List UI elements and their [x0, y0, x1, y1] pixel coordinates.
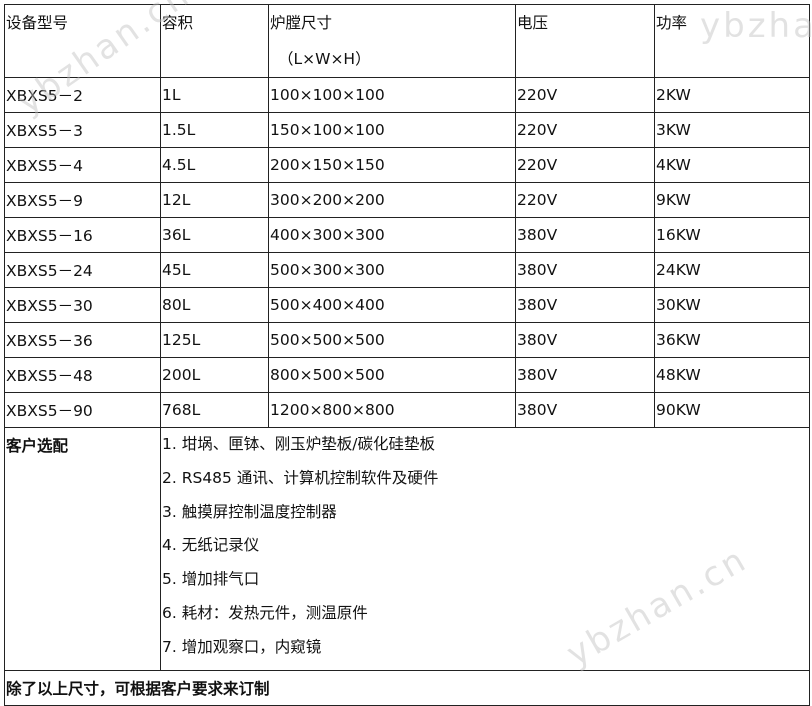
- table-row: XBXS5－4 4.5L 200×150×150 220V 4KW: [4, 147, 810, 183]
- cell-volume: 125L: [160, 322, 269, 358]
- cell-voltage: 380V: [515, 287, 655, 323]
- cell-voltage: 220V: [515, 112, 655, 148]
- options-label: 客户选配: [4, 427, 161, 671]
- options-list: 1. 坩埚、匣钵、刚玉炉垫板/碳化硅垫板 2. RS485 通讯、计算机控制软件及…: [160, 427, 810, 671]
- option-item: 7. 增加观察口，内窥镜: [162, 637, 322, 656]
- cell-model: XBXS5－9: [4, 182, 161, 218]
- table-row: XBXS5－16 36L 400×300×300 380V 16KW: [4, 217, 810, 253]
- cell-volume: 45L: [160, 252, 269, 288]
- cell-power: 90KW: [654, 392, 810, 428]
- cell-voltage: 220V: [515, 147, 655, 183]
- cell-volume: 200L: [160, 357, 269, 393]
- cell-model: XBXS5－2: [4, 77, 161, 113]
- cell-volume: 1.5L: [160, 112, 269, 148]
- cell-power: 16KW: [654, 217, 810, 253]
- cell-volume: 80L: [160, 287, 269, 323]
- cell-voltage: 380V: [515, 392, 655, 428]
- footer-row: 除了以上尺寸，可根据客户要求来订制: [4, 670, 810, 706]
- header-chamber-unit: （L×W×H）: [278, 50, 371, 68]
- cell-model: XBXS5－3: [4, 112, 161, 148]
- cell-voltage: 220V: [515, 77, 655, 113]
- table-row: XBXS5－24 45L 500×300×300 380V 24KW: [4, 252, 810, 288]
- option-item: 1. 坩埚、匣钵、刚玉炉垫板/碳化硅垫板: [162, 435, 435, 453]
- table-row: XBXS5－48 200L 800×500×500 380V 48KW: [4, 357, 810, 393]
- cell-power: 4KW: [654, 147, 810, 183]
- cell-power: 24KW: [654, 252, 810, 288]
- header-model: 设备型号: [4, 4, 161, 78]
- cell-power: 30KW: [654, 287, 810, 323]
- cell-voltage: 380V: [515, 252, 655, 288]
- cell-size: 150×100×100: [268, 112, 516, 148]
- table-row: XBXS5－30 80L 500×400×400 380V 30KW: [4, 287, 810, 323]
- cell-volume: 768L: [160, 392, 269, 428]
- cell-model: XBXS5－90: [4, 392, 161, 428]
- option-item: 6. 耗材：发热元件，测温原件: [162, 603, 368, 622]
- table-row: XBXS5－9 12L 300×200×200 220V 9KW: [4, 182, 810, 218]
- spec-table: 设备型号 容积 炉膛尺寸 （L×W×H） 电压 功率 XBXS5－2 1L 100×1…: [4, 4, 810, 706]
- cell-power: 2KW: [654, 77, 810, 113]
- cell-size: 300×200×200: [268, 182, 516, 218]
- header-row: 设备型号 容积 炉膛尺寸 （L×W×H） 电压 功率: [4, 4, 810, 78]
- cell-size: 500×500×500: [268, 322, 516, 358]
- cell-voltage: 380V: [515, 357, 655, 393]
- option-item: 3. 触摸屏控制温度控制器: [162, 502, 337, 521]
- cell-power: 48KW: [654, 357, 810, 393]
- header-volume: 容积: [160, 4, 269, 78]
- options-row: 客户选配 1. 坩埚、匣钵、刚玉炉垫板/碳化硅垫板 2. RS485 通讯、计算机…: [4, 427, 810, 671]
- option-item: 4. 无纸记录仪: [162, 536, 260, 555]
- cell-size: 1200×800×800: [268, 392, 516, 428]
- cell-power: 9KW: [654, 182, 810, 218]
- cell-model: XBXS5－24: [4, 252, 161, 288]
- header-power: 功率: [654, 4, 810, 78]
- table-row: XBXS5－90 768L 1200×800×800 380V 90KW: [4, 392, 810, 428]
- cell-power: 3KW: [654, 112, 810, 148]
- footer-note: 除了以上尺寸，可根据客户要求来订制: [4, 670, 810, 706]
- cell-volume: 36L: [160, 217, 269, 253]
- header-chamber-label: 炉膛尺寸: [270, 14, 333, 32]
- cell-model: XBXS5－16: [4, 217, 161, 253]
- option-item: 2. RS485 通讯、计算机控制软件及硬件: [162, 468, 439, 487]
- table-row: XBXS5－2 1L 100×100×100 220V 2KW: [4, 77, 810, 113]
- cell-voltage: 220V: [515, 182, 655, 218]
- cell-size: 500×400×400: [268, 287, 516, 323]
- table-row: XBXS5－36 125L 500×500×500 380V 36KW: [4, 322, 810, 358]
- cell-voltage: 380V: [515, 322, 655, 358]
- cell-volume: 12L: [160, 182, 269, 218]
- cell-model: XBXS5－4: [4, 147, 161, 183]
- header-chamber: 炉膛尺寸 （L×W×H）: [268, 4, 516, 78]
- header-voltage: 电压: [515, 4, 655, 78]
- cell-model: XBXS5－36: [4, 322, 161, 358]
- table-row: XBXS5－3 1.5L 150×100×100 220V 3KW: [4, 112, 810, 148]
- cell-size: 500×300×300: [268, 252, 516, 288]
- cell-size: 800×500×500: [268, 357, 516, 393]
- cell-model: XBXS5－30: [4, 287, 161, 323]
- cell-voltage: 380V: [515, 217, 655, 253]
- cell-size: 200×150×150: [268, 147, 516, 183]
- cell-size: 100×100×100: [268, 77, 516, 113]
- cell-power: 36KW: [654, 322, 810, 358]
- cell-size: 400×300×300: [268, 217, 516, 253]
- cell-volume: 4.5L: [160, 147, 269, 183]
- cell-model: XBXS5－48: [4, 357, 161, 393]
- cell-volume: 1L: [160, 77, 269, 113]
- option-item: 5. 增加排气口: [162, 570, 260, 589]
